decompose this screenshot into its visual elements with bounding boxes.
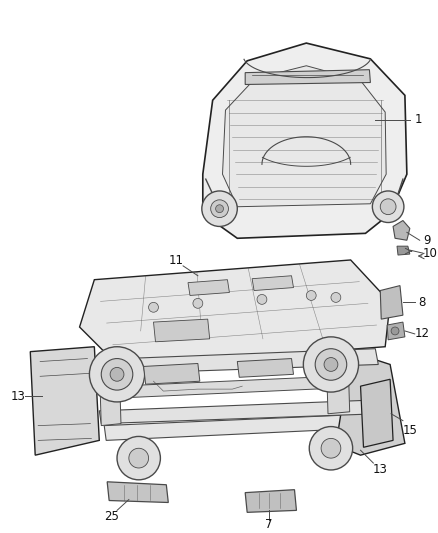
Circle shape <box>215 205 223 213</box>
Text: 13: 13 <box>11 390 26 402</box>
Polygon shape <box>387 322 405 340</box>
Text: 1: 1 <box>415 114 422 126</box>
Circle shape <box>89 347 145 402</box>
Circle shape <box>315 349 347 380</box>
Text: 13: 13 <box>373 464 388 477</box>
Circle shape <box>110 367 124 381</box>
Polygon shape <box>203 43 407 238</box>
Polygon shape <box>360 379 393 447</box>
Polygon shape <box>30 347 99 455</box>
Circle shape <box>148 302 159 312</box>
Polygon shape <box>393 221 410 240</box>
Circle shape <box>391 327 399 335</box>
Text: 7: 7 <box>265 518 272 531</box>
Circle shape <box>306 290 316 301</box>
Circle shape <box>304 337 359 392</box>
Text: 8: 8 <box>418 296 425 309</box>
Polygon shape <box>336 352 405 455</box>
Circle shape <box>257 294 267 304</box>
Circle shape <box>193 298 203 308</box>
Circle shape <box>380 199 396 215</box>
Circle shape <box>372 191 404 222</box>
Text: 10: 10 <box>423 247 438 260</box>
Polygon shape <box>107 482 168 503</box>
Polygon shape <box>252 276 293 290</box>
Text: 9: 9 <box>423 234 431 247</box>
Polygon shape <box>99 349 378 374</box>
Circle shape <box>331 293 341 302</box>
Polygon shape <box>223 66 386 207</box>
Text: 25: 25 <box>104 510 119 523</box>
Circle shape <box>324 358 338 372</box>
Polygon shape <box>144 364 200 384</box>
Polygon shape <box>104 414 377 440</box>
Polygon shape <box>99 400 378 424</box>
Polygon shape <box>99 359 121 425</box>
Circle shape <box>309 426 353 470</box>
Polygon shape <box>326 349 350 414</box>
Circle shape <box>117 437 160 480</box>
Polygon shape <box>245 490 297 512</box>
Circle shape <box>101 359 133 390</box>
Polygon shape <box>237 359 293 377</box>
Circle shape <box>321 439 341 458</box>
Polygon shape <box>397 246 410 255</box>
Polygon shape <box>153 319 210 342</box>
Polygon shape <box>80 260 390 367</box>
Polygon shape <box>245 70 371 85</box>
Circle shape <box>211 200 229 217</box>
Polygon shape <box>117 376 336 398</box>
Text: 12: 12 <box>415 327 430 341</box>
Polygon shape <box>380 286 403 319</box>
Circle shape <box>129 448 148 468</box>
Circle shape <box>202 191 237 227</box>
Text: 15: 15 <box>403 424 417 437</box>
Polygon shape <box>188 280 230 295</box>
Text: 11: 11 <box>169 254 184 268</box>
